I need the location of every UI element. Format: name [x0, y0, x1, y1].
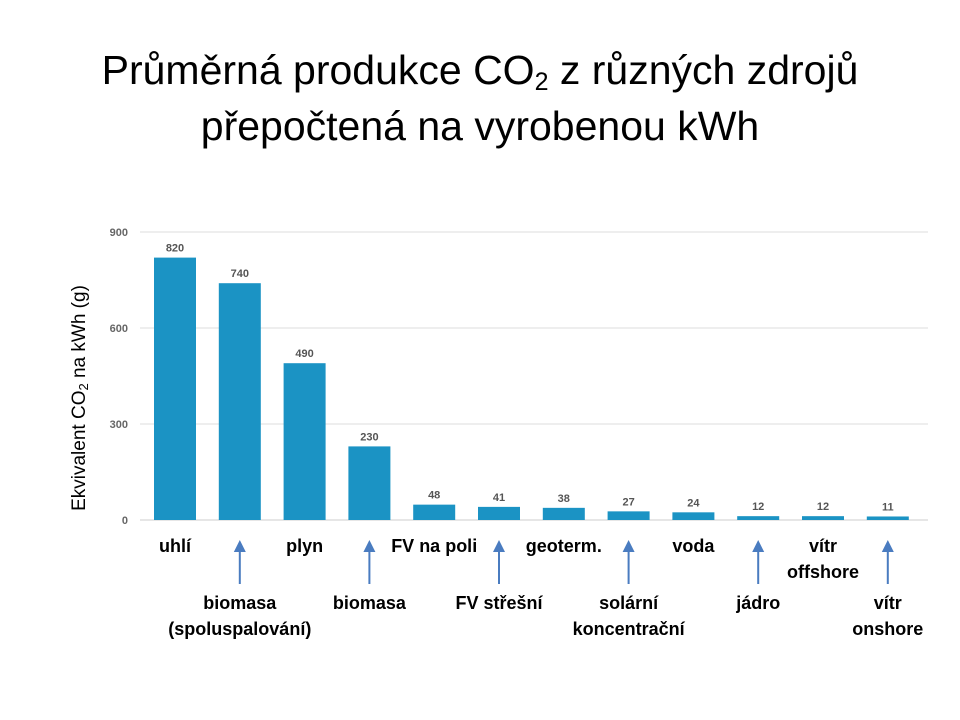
data-label-4: 48 [428, 490, 440, 502]
bar-6 [542, 507, 585, 520]
title-line-2: přepočtená na vyrobenou kWh [200, 103, 760, 149]
bar-3 [348, 446, 391, 520]
category-label-1: biomasa (spoluspalování) [168, 590, 311, 642]
arrow-head-11 [881, 540, 894, 552]
bar-1 [218, 283, 261, 520]
category-label-8: voda [672, 533, 714, 559]
data-label-2: 490 [295, 348, 313, 360]
bar-7 [607, 511, 650, 520]
category-label-9: jádro [736, 590, 780, 616]
arrow-head-7 [622, 540, 635, 552]
data-label-1: 740 [231, 268, 249, 280]
data-label-10: 12 [817, 501, 829, 513]
bar-10 [802, 516, 844, 520]
category-label-7: solární koncentrační [573, 590, 685, 642]
data-label-11: 11 [882, 501, 894, 513]
bar-0 [154, 257, 196, 520]
category-label-11: vítr onshore [852, 590, 923, 642]
bar-4 [413, 504, 456, 520]
bar-9 [737, 516, 780, 520]
category-label-3: biomasa [333, 590, 406, 616]
category-label-line: geoterm. [525, 536, 602, 556]
category-label-line: biomasa [203, 593, 277, 613]
category-label-line: vítr [808, 536, 837, 556]
category-label-line: (spoluspalování) [168, 619, 312, 639]
category-label-10: vítr offshore [787, 533, 859, 585]
category-label-6: geoterm. [526, 533, 602, 559]
category-label-line: uhlí [159, 536, 191, 556]
arrow-head-5 [493, 540, 505, 552]
arrow-head-1 [233, 540, 246, 552]
bar-2 [283, 363, 326, 520]
bar-5 [478, 506, 520, 520]
data-label-8: 24 [687, 497, 700, 509]
category-label-5: FV střešní [456, 590, 543, 616]
y-tick-label-0: 0 [122, 515, 128, 527]
category-label-0: uhlí [159, 533, 191, 559]
arrow-head-3 [363, 540, 376, 552]
y-tick-label-600: 600 [110, 323, 128, 335]
bar-8 [672, 512, 715, 520]
category-label-line: offshore [787, 562, 859, 582]
category-label-line: FV na poli [391, 536, 478, 556]
category-label-line: onshore [852, 619, 924, 639]
data-label-7: 27 [622, 496, 634, 508]
y-tick-label-300: 300 [110, 419, 128, 431]
y-tick-label-900: 900 [110, 227, 128, 239]
category-label-line: voda [672, 536, 715, 556]
slide-title: Průměrná produkce CO2 z různých zdrojů p… [0, 42, 960, 154]
arrow-head-9 [752, 540, 765, 552]
category-label-2: plyn [286, 533, 323, 559]
title-line-1: Průměrná produkce CO2 z různých zdrojů [101, 47, 859, 96]
category-label-line: solární [599, 593, 659, 613]
category-label-4: FV na poli [391, 533, 477, 559]
data-label-9: 12 [752, 501, 764, 513]
category-label-line: jádro [736, 593, 781, 613]
bar-11 [866, 516, 909, 520]
category-label-line: biomasa [332, 593, 406, 613]
category-label-line: koncentrační [572, 619, 685, 639]
category-label-line: FV střešní [455, 593, 543, 613]
data-label-3: 230 [360, 431, 378, 443]
category-label-line: vítr [873, 593, 902, 613]
category-label-line: plyn [286, 536, 324, 556]
data-label-0: 820 [166, 243, 184, 255]
data-label-6: 38 [558, 493, 570, 505]
data-label-5: 41 [493, 492, 505, 504]
